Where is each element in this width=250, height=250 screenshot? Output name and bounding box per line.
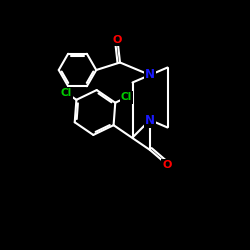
Text: Cl: Cl — [60, 88, 72, 98]
Text: N: N — [145, 114, 155, 126]
Text: Cl: Cl — [121, 92, 132, 102]
Text: O: O — [113, 35, 122, 45]
Text: O: O — [163, 160, 172, 170]
Text: N: N — [145, 68, 155, 82]
